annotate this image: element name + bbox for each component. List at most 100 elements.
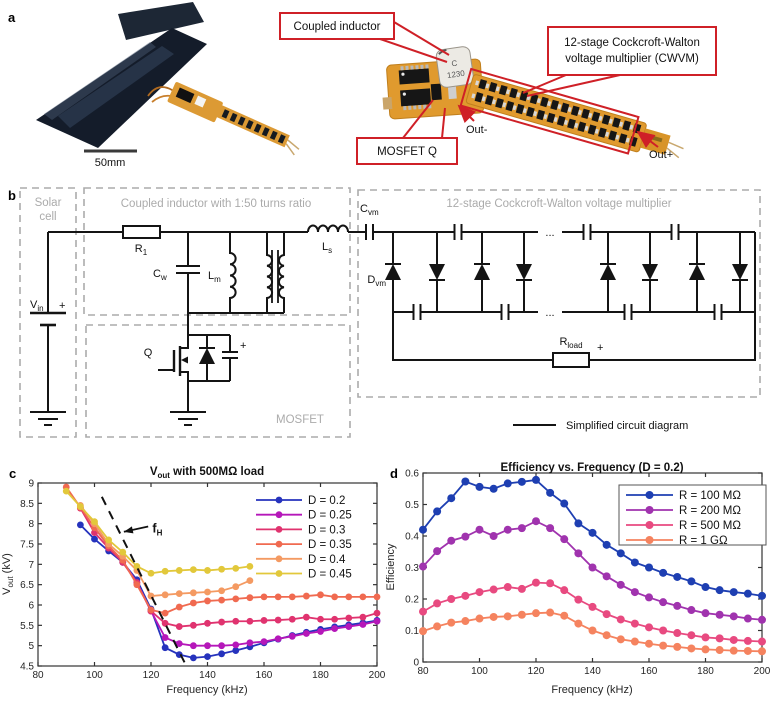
inductor-lm bbox=[229, 232, 237, 313]
chart-vout: c 80 100 120 140 160 180 200 4.5 5 5.5 6 6.5 7 7.5 8 8.5… bbox=[1, 466, 386, 696]
cwvm-highlight-outline bbox=[459, 67, 640, 155]
chart-title-c: Vout with 500MΩ load bbox=[150, 466, 264, 480]
section-label-coupled: Coupled inductor with 1:50 turns ratio bbox=[121, 198, 312, 210]
coupled-inductor-box bbox=[83, 187, 351, 316]
svg-text:80: 80 bbox=[32, 670, 44, 681]
cwvm-box bbox=[357, 189, 761, 398]
ic-pins bbox=[400, 64, 432, 111]
out-minus-pad bbox=[447, 86, 457, 100]
svg-text:6.5: 6.5 bbox=[20, 580, 34, 591]
svg-text:200: 200 bbox=[369, 670, 386, 681]
series-R = 500 MΩ bbox=[419, 578, 766, 646]
svg-text:0.6: 0.6 bbox=[405, 469, 419, 480]
svg-text:7.5: 7.5 bbox=[20, 540, 34, 551]
rload-plus-sign: + bbox=[597, 342, 603, 354]
wing-slat bbox=[118, 2, 204, 40]
callout-coupled-inductor: Coupled inductor bbox=[279, 12, 450, 63]
legend-entry: R = 1 GΩ bbox=[679, 535, 728, 547]
panel-b: b Solar cell Coupled inductor with 1:50 … bbox=[8, 187, 761, 438]
svg-text:100: 100 bbox=[86, 670, 103, 681]
axes-c: 80 100 120 140 160 180 200 4.5 5 5.5 6 6.5 7 7.5 8 8.5 9 bbox=[20, 479, 386, 682]
label-cvm: Cvm bbox=[360, 203, 379, 217]
flex-components bbox=[221, 109, 286, 144]
svg-text:5.5: 5.5 bbox=[20, 621, 34, 632]
cwvm-circuit: Cvm ... Dvm ... Rload + bbox=[360, 203, 756, 368]
inductor-marking-2: 1230 bbox=[446, 69, 465, 80]
inductor-component: C 1230 bbox=[435, 46, 474, 88]
svg-text:0.2: 0.2 bbox=[405, 595, 419, 606]
series-R = 200 MΩ bbox=[419, 517, 766, 624]
panel-label-d: d bbox=[390, 466, 398, 481]
section-label-mosfet: MOSFET bbox=[276, 414, 324, 426]
legend-entry: D = 0.25 bbox=[308, 510, 352, 522]
svg-text:0.4: 0.4 bbox=[405, 532, 419, 543]
strip-components bbox=[471, 79, 642, 147]
svg-text:0.5: 0.5 bbox=[405, 500, 419, 511]
bottom-row-capacitors bbox=[412, 304, 723, 320]
svg-text:100: 100 bbox=[471, 666, 488, 677]
label-out-plus: Out+ bbox=[636, 130, 673, 161]
top-row-capacitors bbox=[453, 224, 680, 240]
flex-pcb-arm bbox=[167, 82, 300, 156]
mosfet-box bbox=[85, 324, 351, 438]
label-rload: Rload bbox=[559, 336, 582, 350]
panel-a-label: a bbox=[8, 10, 16, 25]
ic-1 bbox=[398, 68, 430, 85]
svg-text:Out+: Out+ bbox=[649, 149, 673, 161]
legend-entry: D = 0.3 bbox=[308, 524, 345, 536]
inductor-marking-1: C bbox=[451, 59, 458, 69]
svg-text:Coupled inductor: Coupled inductor bbox=[294, 21, 381, 33]
legend-c: D = 0.2 D = 0.25 D = 0.3 D = 0.35 D = 0.4 D =… bbox=[256, 495, 352, 581]
svg-text:fH: fH bbox=[152, 522, 162, 538]
out-plus-arrow bbox=[636, 130, 659, 148]
resistor-r1 bbox=[122, 225, 161, 239]
svg-text:12-stage Cockcroft-Walton: 12-stage Cockcroft-Walton bbox=[564, 37, 700, 49]
svg-text:voltage multiplier (CWVM): voltage multiplier (CWVM) bbox=[565, 53, 699, 65]
voltage-source-vin: Vin + bbox=[30, 232, 66, 426]
section-label-cwvm: 12-stage Cockcroft-Walton voltage multip… bbox=[446, 198, 671, 210]
legend-entry: R = 100 MΩ bbox=[679, 490, 741, 502]
ic-2 bbox=[400, 88, 432, 107]
pcb-photo: C 1230 Coupled inductor 12-stage Cock bbox=[279, 12, 717, 165]
legend-entry: R = 500 MΩ bbox=[679, 520, 741, 532]
svg-text:Out-: Out- bbox=[466, 124, 488, 136]
legend-entry: R = 200 MΩ bbox=[679, 505, 741, 517]
legend-entry: D = 0.2 bbox=[308, 495, 345, 507]
series-D = 0.35 bbox=[62, 483, 381, 617]
body-diode bbox=[199, 348, 215, 364]
svg-text:160: 160 bbox=[641, 666, 658, 677]
cap-plus-sign: + bbox=[240, 340, 246, 352]
scale-bar-label: 50mm bbox=[95, 157, 126, 169]
ylabel-c: Vout (kV) bbox=[1, 553, 15, 595]
annotation-fH: fH bbox=[100, 496, 186, 664]
svg-text:120: 120 bbox=[528, 666, 545, 677]
transformer bbox=[266, 232, 285, 313]
ylabel-d: Efficiency bbox=[386, 543, 397, 590]
xlabel-d: Frequency (kHz) bbox=[551, 684, 632, 696]
mosfet-component bbox=[430, 83, 442, 101]
label-q: Q bbox=[144, 347, 153, 359]
svg-text:0.3: 0.3 bbox=[405, 563, 419, 574]
series-D = 0.45 bbox=[62, 487, 254, 577]
inductor-ls bbox=[307, 224, 349, 233]
series-R = 1 GΩ bbox=[419, 608, 766, 656]
legend-d: R = 100 MΩ R = 200 MΩ R = 500 MΩ R = 1 GΩ bbox=[618, 484, 767, 547]
section-label-solar-2: cell bbox=[39, 211, 56, 223]
panel-b-label: b bbox=[8, 188, 16, 203]
svg-text:7: 7 bbox=[28, 560, 34, 571]
svg-text:8: 8 bbox=[28, 519, 34, 530]
label-r1: R1 bbox=[135, 243, 148, 257]
svg-text:9: 9 bbox=[28, 479, 34, 490]
svg-text:0: 0 bbox=[413, 658, 419, 669]
circuit-legend-label: Simplified circuit diagram bbox=[566, 420, 688, 432]
solar-cell-box bbox=[19, 187, 77, 438]
out-minus-arrow bbox=[457, 104, 476, 123]
svg-text:MOSFET Q: MOSFET Q bbox=[377, 146, 437, 158]
svg-text:6: 6 bbox=[28, 601, 34, 612]
callout-mosfet: MOSFET Q bbox=[356, 99, 458, 165]
svg-text:200: 200 bbox=[754, 666, 771, 677]
svg-text:0.1: 0.1 bbox=[405, 626, 419, 637]
chart-title-d: Efficiency vs. Frequency (D = 0.2) bbox=[500, 462, 683, 474]
legend-entry: D = 0.35 bbox=[308, 539, 352, 551]
